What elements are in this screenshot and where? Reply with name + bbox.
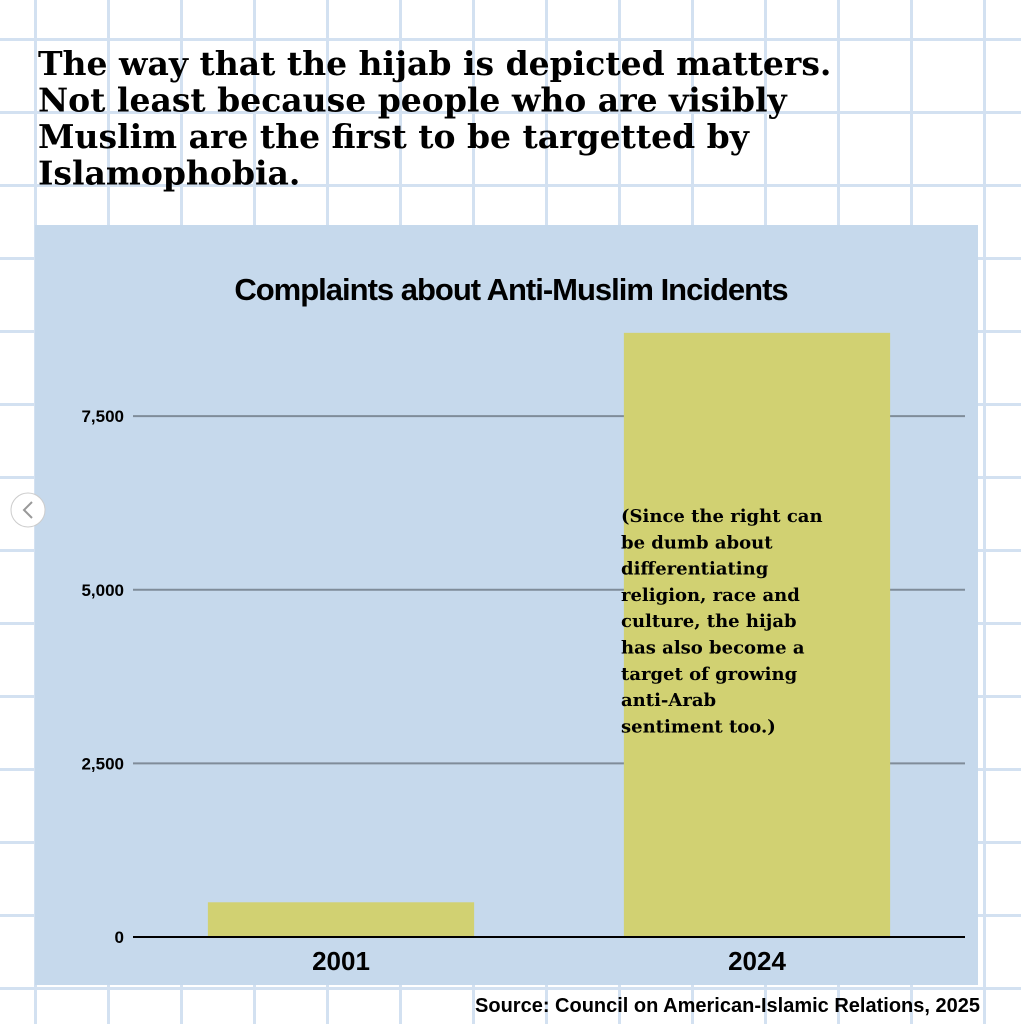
annotation-line: anti-Arab: [621, 690, 716, 711]
annotation-line: target of growing: [621, 664, 798, 685]
y-tick-label: 5,000: [81, 581, 124, 600]
annotation-line: has also become a: [621, 638, 805, 659]
x-tick-label: 2024: [728, 946, 786, 976]
bar: [207, 902, 475, 937]
annotation-line: culture, the hijab: [621, 611, 797, 632]
y-tick-label: 7,500: [81, 407, 124, 426]
heading-line: Islamophobia.: [38, 154, 300, 193]
annotation-line: differentiating: [621, 559, 769, 580]
source: Source: Council on American-Islamic Rela…: [475, 995, 980, 1017]
annotation-line: religion, race and: [621, 585, 800, 606]
annotation-line: (Since the right can: [621, 506, 823, 527]
annotation-line: be dumb about: [621, 532, 773, 553]
heading-line: Not least because people who are visibly: [38, 81, 787, 120]
annotation-line: sentiment too.): [621, 716, 776, 737]
carousel-arrow: [22, 501, 33, 519]
heading-line: The way that the hijab is depicted matte…: [38, 44, 831, 83]
x-tick-label: 2001: [312, 946, 370, 976]
y-tick-label: 0: [115, 928, 124, 947]
y-tick-label: 2,500: [81, 754, 124, 773]
carousel-prev[interactable]: [10, 492, 46, 528]
heading-line: Muslim are the first to be targetted by: [38, 117, 750, 156]
chart-title: Complaints about Anti-Muslim Incidents: [234, 272, 787, 307]
bar: [623, 332, 891, 937]
